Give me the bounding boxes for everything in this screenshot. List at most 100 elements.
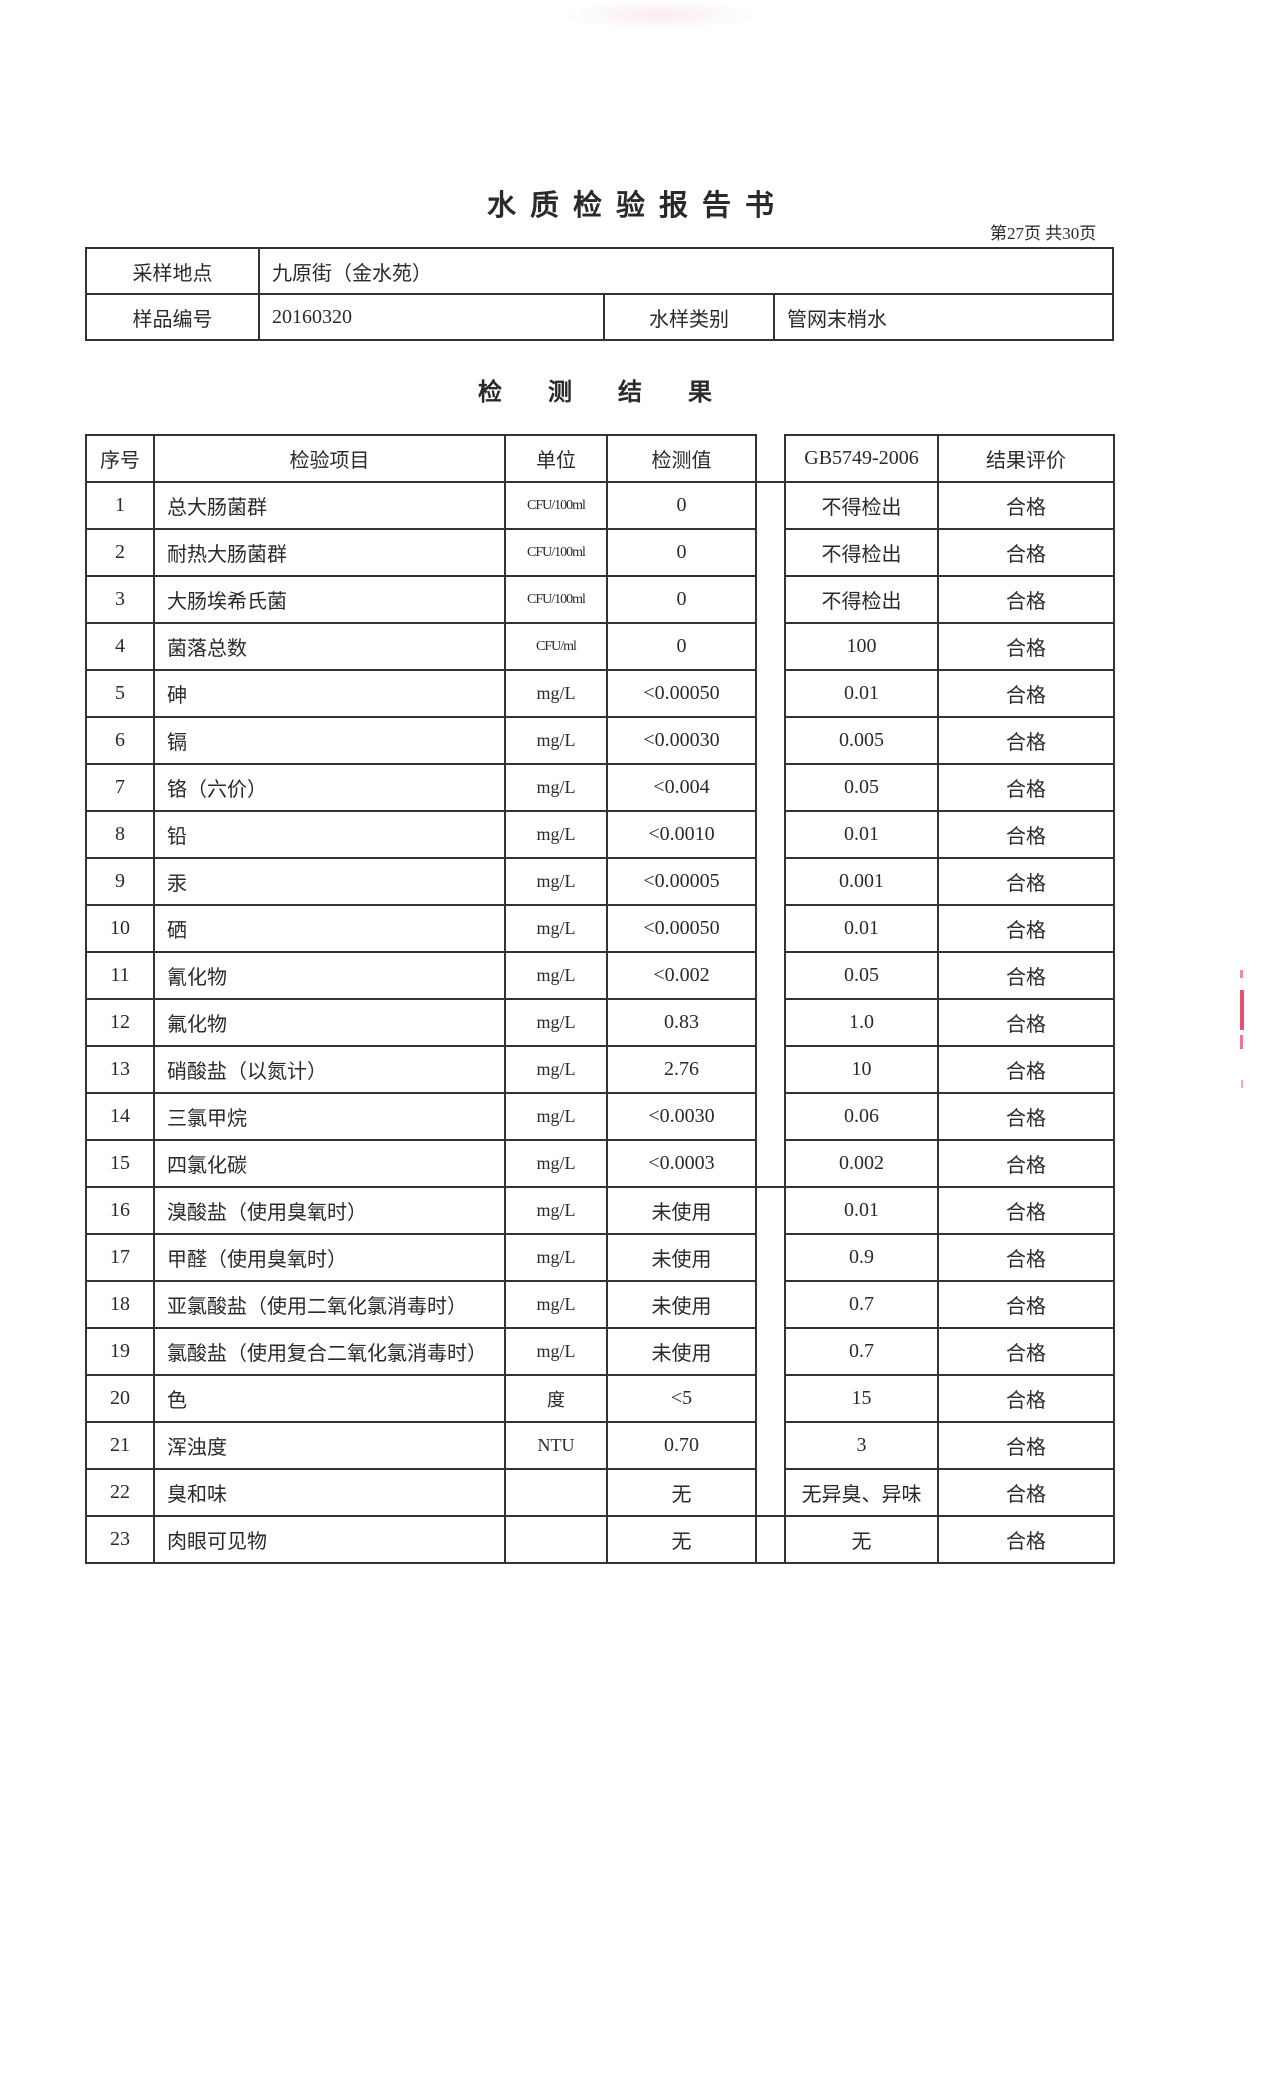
- test-item: 汞: [153, 857, 506, 906]
- table-row: 16 溴酸盐（使用臭氧时） mg/L 未使用 0.01 合格: [85, 1186, 1115, 1235]
- gap-cell: [755, 1515, 786, 1564]
- test-item: 镉: [153, 716, 506, 765]
- unit: mg/L: [504, 857, 608, 906]
- standard-limit: 0.05: [784, 763, 939, 812]
- evaluation: 合格: [937, 951, 1115, 1000]
- measured-value: 0: [606, 481, 757, 530]
- standard-limit: 0.7: [784, 1327, 939, 1376]
- evaluation: 合格: [937, 1515, 1115, 1564]
- table-row: 8 铅 mg/L <0.0010 0.01 合格: [85, 810, 1115, 859]
- gap-cell: [755, 811, 786, 858]
- test-item: 三氯甲烷: [153, 1092, 506, 1141]
- test-item: 色: [153, 1374, 506, 1423]
- table-row: 4 菌落总数 CFU/ml 0 100 合格: [85, 622, 1115, 671]
- gap-cell: [755, 482, 786, 529]
- standard-limit: 0.01: [784, 1186, 939, 1235]
- col-header-unit: 单位: [504, 434, 608, 483]
- table-row: 17 甲醛（使用臭氧时） mg/L 未使用 0.9 合格: [85, 1233, 1115, 1282]
- evaluation: 合格: [937, 857, 1115, 906]
- col-header-item: 检验项目: [153, 434, 506, 483]
- standard-limit: 100: [784, 622, 939, 671]
- sample-type-label: 水样类别: [603, 293, 775, 341]
- gap-cell: [755, 1328, 786, 1375]
- test-item: 肉眼可见物: [153, 1515, 506, 1564]
- evaluation: 合格: [937, 1233, 1115, 1282]
- gap-cell: [755, 1186, 786, 1234]
- row-number: 1: [85, 481, 155, 530]
- test-item: 氯酸盐（使用复合二氧化氯消毒时）: [153, 1327, 506, 1376]
- gap-cell: [755, 623, 786, 670]
- standard-limit: 0.06: [784, 1092, 939, 1141]
- measured-value: 未使用: [606, 1186, 757, 1235]
- test-item: 铅: [153, 810, 506, 859]
- evaluation: 合格: [937, 575, 1115, 624]
- evaluation: 合格: [937, 998, 1115, 1047]
- measured-value: 0.70: [606, 1421, 757, 1470]
- sample-info-table: 采样地点 九原街（金水苑） 样品编号 20160320 水样类别 管网末梢水: [85, 247, 1114, 341]
- table-row: 18 亚氯酸盐（使用二氧化氯消毒时） mg/L 未使用 0.7 合格: [85, 1280, 1115, 1329]
- evaluation: 合格: [937, 622, 1115, 671]
- table-row: 20 色度 <5 15 合格: [85, 1374, 1115, 1423]
- gap-cell: [755, 1281, 786, 1328]
- gap-cell: [755, 1140, 786, 1187]
- table-row: 11 氰化物 mg/L <0.002 0.05 合格: [85, 951, 1115, 1000]
- evaluation: 合格: [937, 1186, 1115, 1235]
- measured-value: 0: [606, 528, 757, 577]
- measured-value: <5: [606, 1374, 757, 1423]
- table-row: 19 氯酸盐（使用复合二氧化氯消毒时） mg/L 未使用 0.7 合格: [85, 1327, 1115, 1376]
- gap-cell: [755, 1046, 786, 1093]
- col-header-value: 检测值: [606, 434, 757, 483]
- table-row: 7 铬（六价） mg/L <0.004 0.05 合格: [85, 763, 1115, 812]
- report-title: 水质检验报告书: [486, 190, 788, 222]
- standard-limit: 0.01: [784, 904, 939, 953]
- unit: CFU/100ml: [504, 481, 608, 530]
- measured-value: <0.00005: [606, 857, 757, 906]
- standard-limit: 0.005: [784, 716, 939, 765]
- test-item: 菌落总数: [153, 622, 506, 671]
- standard-limit: 0.002: [784, 1139, 939, 1188]
- evaluation: 合格: [937, 1374, 1115, 1423]
- table-row: 2 耐热大肠菌群 CFU/100ml 0 不得检出 合格: [85, 528, 1115, 577]
- row-number: 19: [85, 1327, 155, 1376]
- table-row: 22 臭和味 无无异臭、异味 合格: [85, 1468, 1115, 1517]
- measured-value: 0: [606, 622, 757, 671]
- row-number: 4: [85, 622, 155, 671]
- unit: 度: [504, 1374, 608, 1423]
- unit: mg/L: [504, 810, 608, 859]
- standard-limit: 不得检出: [784, 575, 939, 624]
- row-number: 2: [85, 528, 155, 577]
- gap-cell: [755, 1234, 786, 1281]
- gap-cell: [755, 435, 786, 483]
- row-number: 15: [85, 1139, 155, 1188]
- unit: [504, 1515, 608, 1564]
- table-row: 9 汞 mg/L <0.00005 0.001 合格: [85, 857, 1115, 906]
- evaluation: 合格: [937, 1280, 1115, 1329]
- gap-cell: [755, 905, 786, 952]
- row-number: 3: [85, 575, 155, 624]
- standard-limit: 1.0: [784, 998, 939, 1047]
- test-item: 硝酸盐（以氮计）: [153, 1045, 506, 1094]
- row-number: 14: [85, 1092, 155, 1141]
- standard-limit: 15: [784, 1374, 939, 1423]
- standard-limit: 3: [784, 1421, 939, 1470]
- unit: mg/L: [504, 1186, 608, 1235]
- evaluation: 合格: [937, 1139, 1115, 1188]
- measured-value: <0.00050: [606, 669, 757, 718]
- row-number: 23: [85, 1515, 155, 1564]
- standard-limit: 不得检出: [784, 481, 939, 530]
- row-number: 17: [85, 1233, 155, 1282]
- sample-type-value: 管网末梢水: [773, 293, 1114, 341]
- test-item: 铬（六价）: [153, 763, 506, 812]
- row-number: 5: [85, 669, 155, 718]
- gap-cell: [755, 1375, 786, 1422]
- stamp-mark: [1240, 990, 1244, 1030]
- measured-value: <0.0010: [606, 810, 757, 859]
- test-item: 氟化物: [153, 998, 506, 1047]
- row-number: 6: [85, 716, 155, 765]
- table-row: 12 氟化物 mg/L 0.83 1.0 合格: [85, 998, 1115, 1047]
- table-row: 1 总大肠菌群 CFU/100ml 0 不得检出 合格: [85, 481, 1115, 530]
- unit: mg/L: [504, 1092, 608, 1141]
- unit: mg/L: [504, 1045, 608, 1094]
- unit: mg/L: [504, 1233, 608, 1282]
- sample-no-label: 样品编号: [85, 293, 260, 341]
